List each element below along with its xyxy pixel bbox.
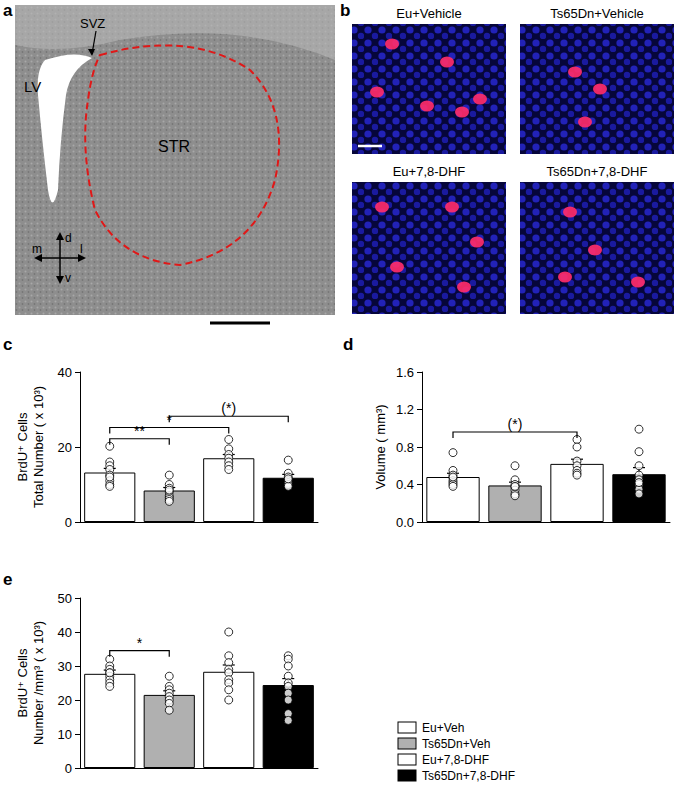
svg-text:(*): (*) xyxy=(508,416,523,432)
svg-text:10: 10 xyxy=(58,727,72,742)
svg-text:a: a xyxy=(3,1,13,20)
svg-text:Total Number ( x 10³): Total Number ( x 10³) xyxy=(31,386,46,508)
svg-text:0.8: 0.8 xyxy=(396,440,414,455)
svg-text:50: 50 xyxy=(58,591,72,606)
svg-text:0: 0 xyxy=(65,515,72,530)
svg-text:c: c xyxy=(3,335,12,354)
svg-text:Eu+7,8-DHF: Eu+7,8-DHF xyxy=(422,753,489,767)
svg-text:Ts65Dn+Veh: Ts65Dn+Veh xyxy=(422,737,490,751)
svg-text:**: ** xyxy=(134,423,145,439)
svg-text:STR: STR xyxy=(158,138,190,155)
svg-text:0.0: 0.0 xyxy=(396,515,414,530)
svg-text:l: l xyxy=(80,242,83,256)
svg-text:Ts65Dn+7,8-DHF: Ts65Dn+7,8-DHF xyxy=(422,769,515,783)
svg-text:LV: LV xyxy=(24,78,41,95)
svg-text:Eu+Vehicle: Eu+Vehicle xyxy=(396,6,461,21)
svg-text:d: d xyxy=(343,335,353,354)
svg-text:Ts65Dn+Vehicle: Ts65Dn+Vehicle xyxy=(550,6,644,21)
svg-text:d: d xyxy=(65,231,72,245)
svg-text:SVZ: SVZ xyxy=(80,16,105,31)
svg-text:Ts65Dn+7,8-DHF: Ts65Dn+7,8-DHF xyxy=(547,164,648,179)
svg-text:(*): (*) xyxy=(221,400,236,416)
svg-text:*: * xyxy=(137,635,143,651)
svg-text:m: m xyxy=(32,242,42,256)
svg-text:BrdU⁺ Cells: BrdU⁺ Cells xyxy=(15,412,30,481)
svg-text:Number /mm³ ( x 10³): Number /mm³ ( x 10³) xyxy=(31,621,46,745)
svg-text:20: 20 xyxy=(58,440,72,455)
svg-text:v: v xyxy=(65,271,71,285)
svg-text:1.6: 1.6 xyxy=(396,365,414,380)
svg-text:Eu+Veh: Eu+Veh xyxy=(422,721,464,735)
svg-text:Volume ( mm³): Volume ( mm³) xyxy=(373,404,388,489)
svg-text:BrdU⁺ Cells: BrdU⁺ Cells xyxy=(15,648,30,717)
svg-text:e: e xyxy=(3,570,12,589)
svg-text:Eu+7,8-DHF: Eu+7,8-DHF xyxy=(393,164,466,179)
svg-text:40: 40 xyxy=(58,625,72,640)
svg-text:1.2: 1.2 xyxy=(396,402,414,417)
svg-text:40: 40 xyxy=(58,365,72,380)
svg-text:0.4: 0.4 xyxy=(396,477,414,492)
svg-text:30: 30 xyxy=(58,659,72,674)
svg-text:0: 0 xyxy=(65,761,72,776)
svg-text:b: b xyxy=(340,1,350,20)
svg-text:20: 20 xyxy=(58,693,72,708)
